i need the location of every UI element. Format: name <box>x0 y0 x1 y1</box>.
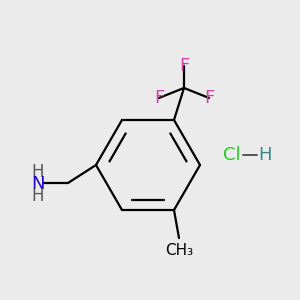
Text: H: H <box>32 187 44 205</box>
Text: Cl: Cl <box>223 146 241 164</box>
Text: H: H <box>258 146 272 164</box>
Text: F: F <box>179 57 189 75</box>
Text: F: F <box>204 89 214 107</box>
Text: CH₃: CH₃ <box>165 243 193 258</box>
Text: N: N <box>31 175 45 193</box>
Text: H: H <box>32 163 44 181</box>
Text: F: F <box>154 89 164 107</box>
